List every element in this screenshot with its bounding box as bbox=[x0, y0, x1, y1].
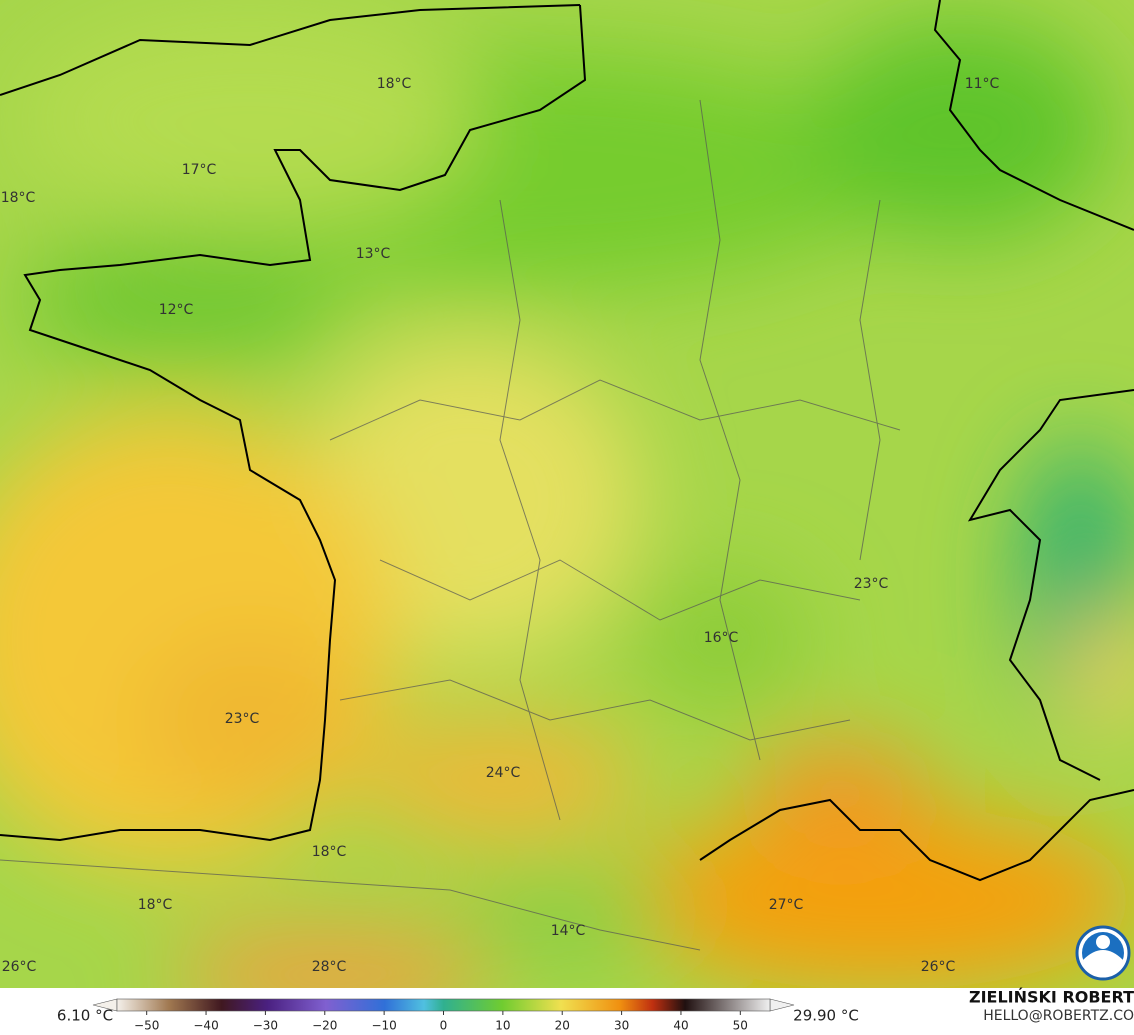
temperature-label: 24°C bbox=[486, 765, 521, 781]
temperature-label: 16°C bbox=[704, 630, 739, 646]
noaa-logo bbox=[1075, 925, 1131, 981]
temperature-label: 12°C bbox=[159, 302, 194, 318]
colorbar-tick-label: −30 bbox=[253, 1019, 278, 1033]
temperature-labels: 18°C 11°C 17°C 18°C 13°C 12°C 23°C 16°C 23°C 24°C… bbox=[1, 76, 1000, 975]
temperature-label: 18°C bbox=[312, 844, 347, 860]
temperature-label: 17°C bbox=[182, 162, 217, 178]
colorbar-tick-label: 10 bbox=[495, 1019, 510, 1033]
temperature-label: 28°C bbox=[312, 959, 347, 975]
coastline bbox=[0, 0, 1134, 882]
colorbar-scale bbox=[116, 998, 771, 1012]
temperature-label: 27°C bbox=[769, 897, 804, 913]
max-label: 29.90 °C bbox=[793, 1007, 859, 1025]
colorbar: −50 −40 −30 −20 −10 0 10 20 30 40 50 bbox=[92, 998, 795, 1033]
colorbar-tick-label: 30 bbox=[614, 1019, 629, 1033]
temperature-label: 23°C bbox=[225, 711, 260, 727]
temperature-label: 11°C bbox=[965, 76, 1000, 92]
colorbar-tick-label: 40 bbox=[673, 1019, 688, 1033]
temperature-label: 14°C bbox=[551, 923, 586, 939]
colorbar-tick-label: −50 bbox=[134, 1019, 159, 1033]
colorbar-tick-label: 20 bbox=[555, 1019, 570, 1033]
colorbar-end bbox=[769, 998, 795, 1012]
colorbar-tick-label: −10 bbox=[371, 1019, 396, 1033]
temperature-label: 13°C bbox=[356, 246, 391, 262]
temperature-label: 18°C bbox=[377, 76, 412, 92]
borders bbox=[0, 99, 901, 951]
colorbar-tick-label: −20 bbox=[312, 1019, 337, 1033]
temperature-label: 26°C bbox=[2, 959, 37, 975]
colorbar-tick-label: 0 bbox=[440, 1019, 448, 1033]
temperature-label: 23°C bbox=[854, 576, 889, 592]
credit-name: ZIELIŃSKI ROBERT bbox=[969, 988, 1134, 1007]
colorbar-tick-label: 50 bbox=[733, 1019, 748, 1033]
temperature-label: 18°C bbox=[1, 190, 36, 206]
temperature-label: 18°C bbox=[138, 897, 173, 913]
credit-contact: HELLO@ROBERTZ.CO bbox=[983, 1008, 1134, 1024]
temperature-label: 26°C bbox=[921, 959, 956, 975]
colorbar-tick-label: −40 bbox=[193, 1019, 218, 1033]
min-label: 6.10 °C bbox=[57, 1007, 113, 1025]
